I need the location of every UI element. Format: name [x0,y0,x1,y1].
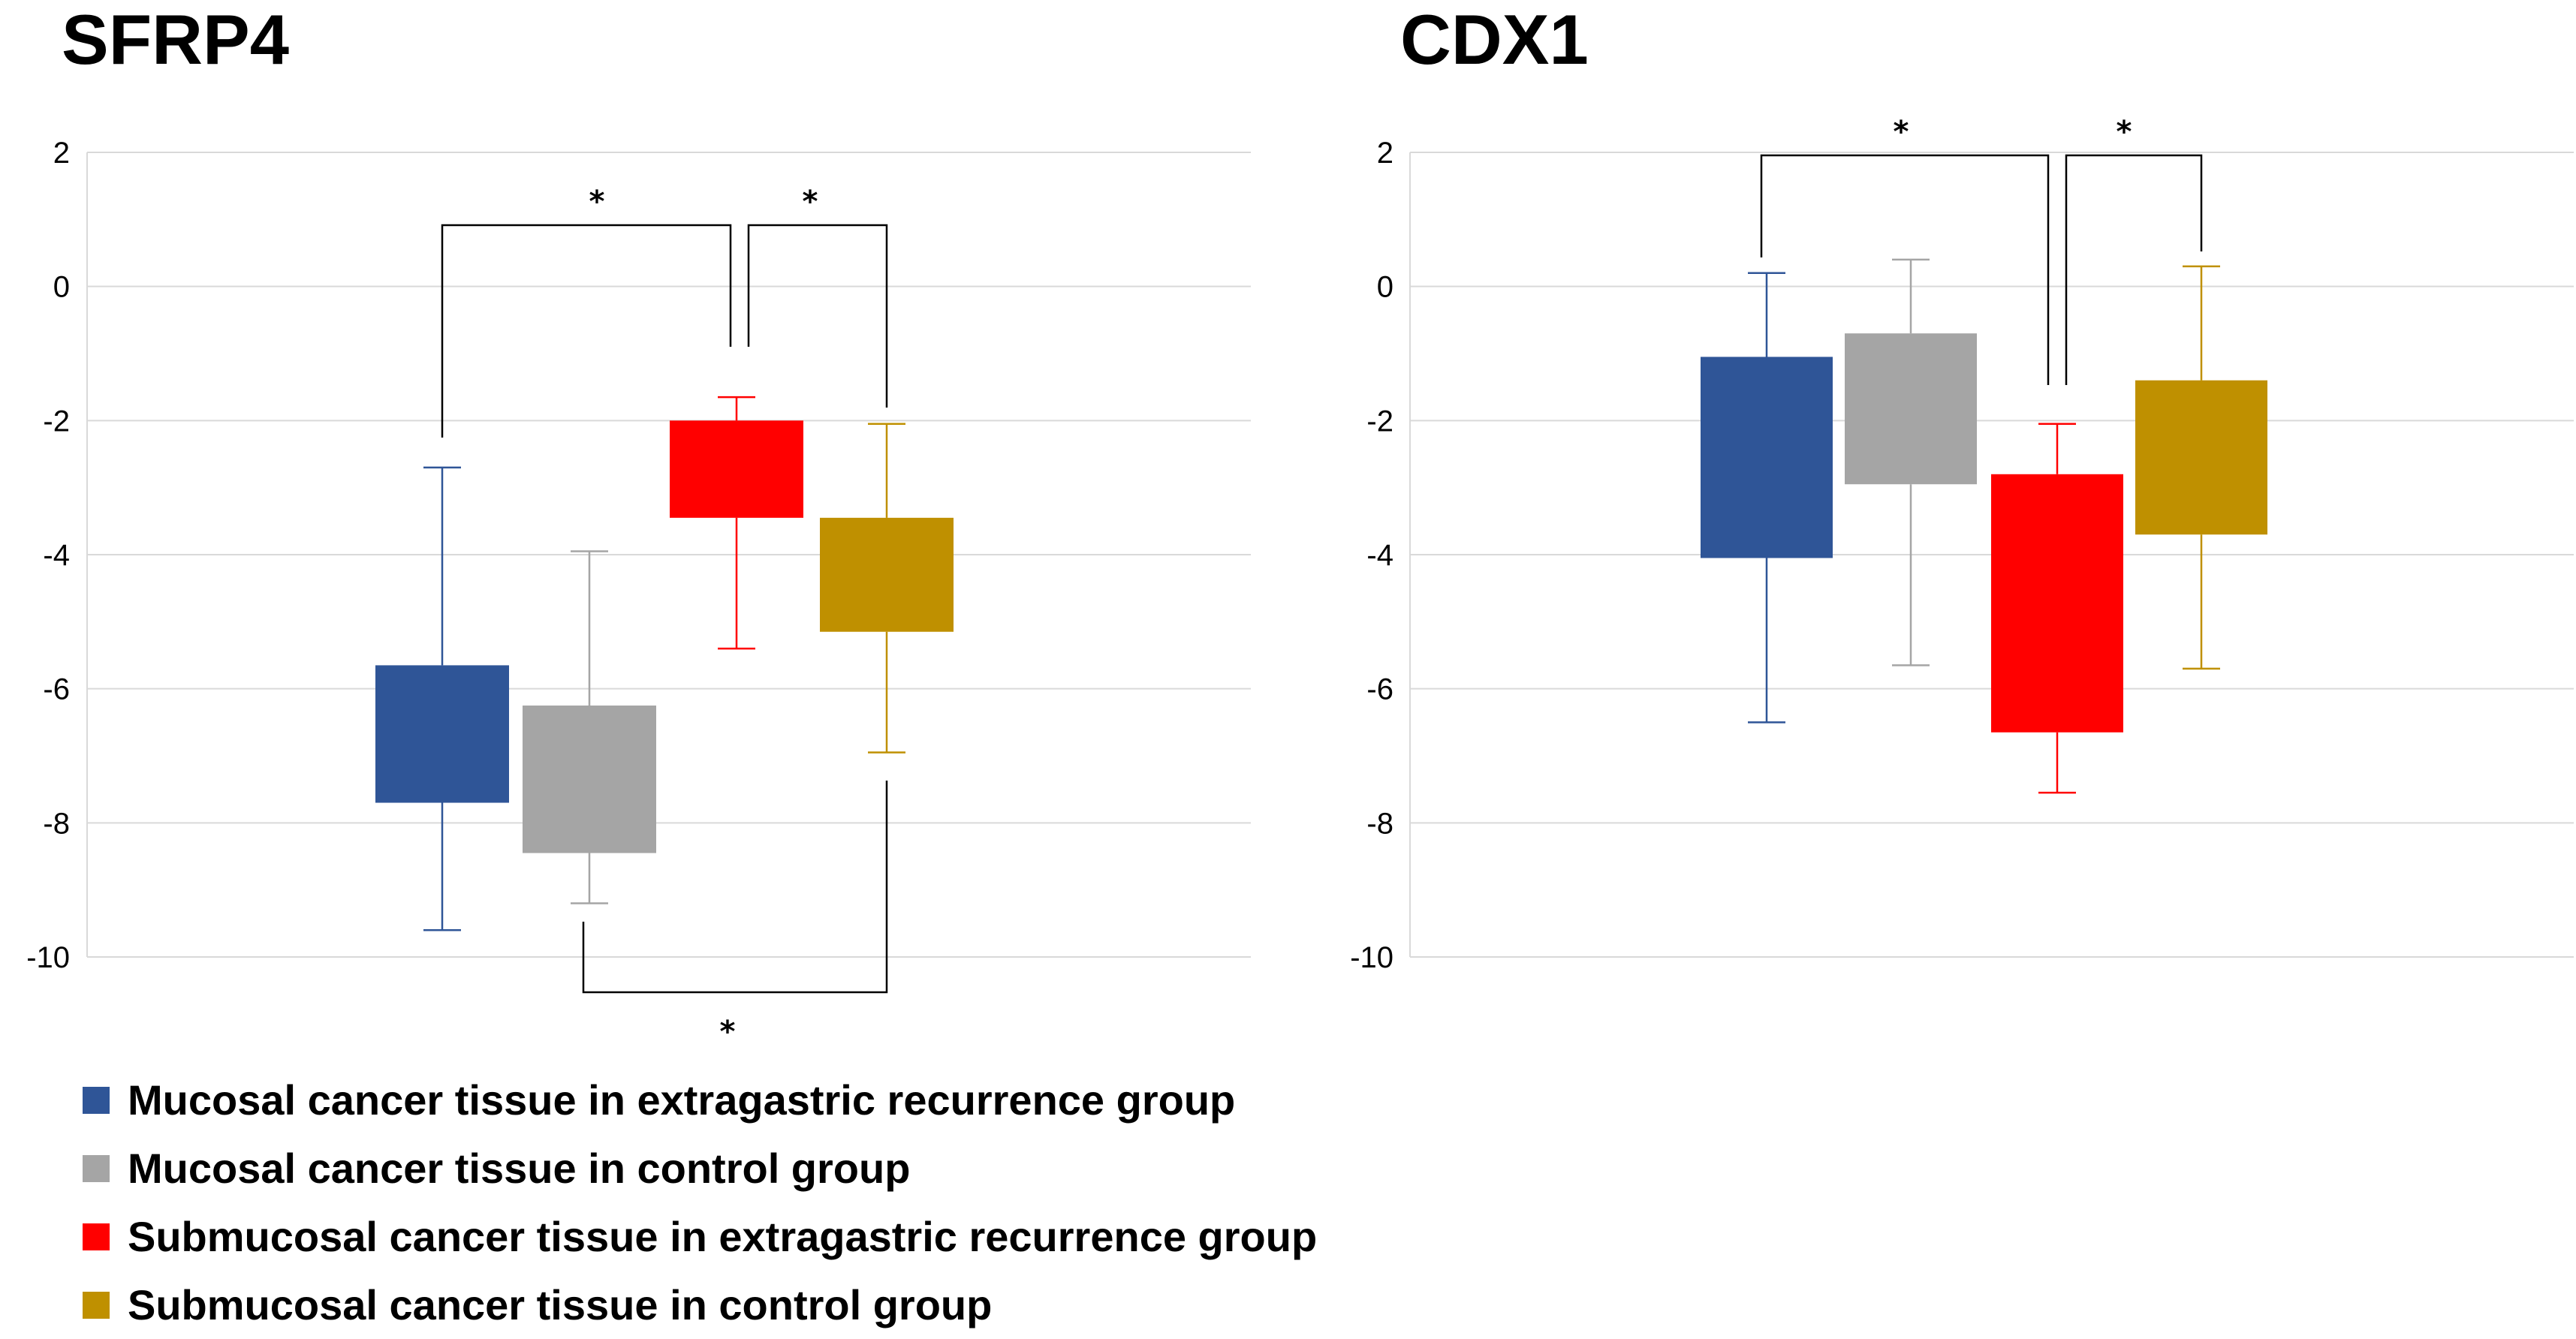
significance-bracket [1760,154,2050,385]
significance-star: * [720,1015,736,1049]
legend-item: Submucosal cancer tissue in extragastric… [83,1202,1317,1271]
legend-swatch [83,1291,110,1319]
legend-item: Mucosal cancer tissue in control group [83,1134,1317,1202]
y-tick-label: -2 [43,405,70,438]
boxplot-cdx1: 2 0 -2 -4 -6 -8 -10 * * [1350,115,2574,974]
box [1845,333,1977,485]
box [2135,380,2267,535]
legend-label: Submucosal cancer tissue in extragastric… [128,1213,1318,1260]
y-tick-label: -8 [1366,807,1393,840]
significance-bracket [747,224,888,408]
chart-title-cdx1: CDX1 [1400,0,1589,79]
y-tick-label: -6 [1366,673,1393,706]
significance-star: * [2117,115,2132,149]
y-tick-label: 2 [53,137,70,170]
y-tick-label: -4 [43,539,70,572]
y-tick-label: 2 [1377,137,1393,170]
significance-star: * [1894,115,1909,149]
significance-bracket [2065,154,2203,385]
significance-bracket [582,781,888,994]
y-tick-label: -2 [1366,405,1393,438]
boxplot-sfrp4: 2 0 -2 -4 -6 -8 -10 * * * [26,137,1251,1049]
box [375,665,509,803]
legend-label: Submucosal cancer tissue in control grou… [128,1281,993,1328]
legend-label: Mucosal cancer tissue in control group [128,1145,911,1192]
chart-title-sfrp4: SFRP4 [62,0,289,79]
legend-swatch [83,1223,110,1250]
box [820,517,954,632]
legend-swatch [83,1154,110,1182]
box [1701,357,1833,558]
legend: Mucosal cancer tissue in extragastric re… [83,1066,1317,1339]
legend-item: Submucosal cancer tissue in control grou… [83,1271,1317,1339]
y-tick-label: -6 [43,673,70,706]
y-tick-label: 0 [1377,271,1393,304]
box [1991,474,2123,733]
box [670,420,803,518]
y-tick-label: -8 [43,807,70,840]
significance-star: * [589,185,605,219]
legend-item: Mucosal cancer tissue in extragastric re… [83,1066,1317,1134]
significance-star: * [803,185,818,219]
box [523,706,656,853]
y-tick-label: -10 [26,941,70,974]
y-tick-label: -4 [1366,539,1393,572]
significance-bracket [441,224,732,438]
chart-canvas: 2 0 -2 -4 -6 -8 -10 * * * 2 0 -2 -4 -6 -8 -10 * * [26,115,2574,1049]
y-tick-label: 0 [53,271,70,304]
legend-swatch [83,1086,110,1114]
legend-label: Mucosal cancer tissue in extragastric re… [128,1076,1236,1124]
y-tick-label: -10 [1350,941,1393,974]
